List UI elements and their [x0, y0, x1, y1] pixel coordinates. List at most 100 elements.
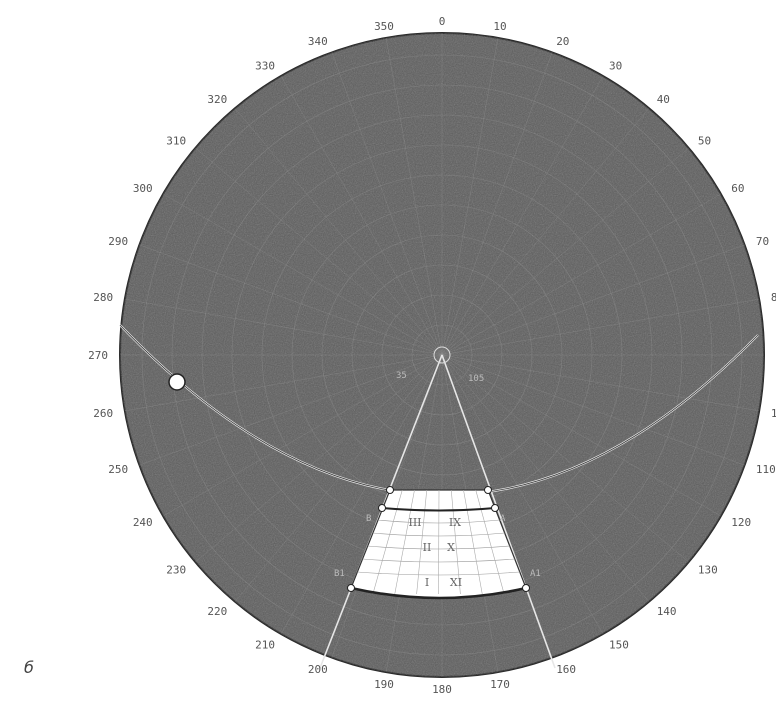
corner-marker-b [386, 486, 394, 494]
azimuth-label-290: 290 [108, 235, 128, 248]
azimuth-label-200: 200 [308, 663, 328, 676]
azimuth-line [163, 354, 443, 517]
azimuth-line [331, 52, 443, 356]
azimuth-label-140: 140 [657, 605, 677, 618]
azimuth-label-210: 210 [255, 638, 275, 651]
sector-grid-line [372, 489, 403, 595]
azimuth-label-20: 20 [556, 35, 569, 48]
corner-marker-b-mid [378, 504, 386, 512]
azimuth-line [280, 354, 443, 634]
corner-marker-a-mid [491, 504, 499, 512]
azimuth-line [385, 37, 443, 356]
altitude-circle [321, 234, 563, 476]
azimuth-label-190: 190 [374, 678, 394, 691]
altitude-circle [141, 54, 743, 656]
azimuth-label-270: 270 [88, 349, 108, 362]
azimuth-label-350: 350 [374, 20, 394, 33]
azimuth-line [124, 354, 443, 412]
row-label-right-3: XI [450, 576, 462, 589]
azimuth-label-220: 220 [207, 605, 227, 618]
center-mark [433, 346, 451, 364]
row-label-left-3: I [425, 576, 429, 589]
sector-grid-line [450, 489, 461, 595]
azimuth-label-0: 0 [439, 15, 446, 28]
azimuth-label-320: 320 [207, 93, 227, 106]
azimuth-line [441, 354, 745, 466]
azimuth-line [195, 354, 443, 563]
corner-marker-a1 [522, 584, 530, 592]
azimuth-line [234, 108, 443, 356]
azimuth-label-280: 280 [93, 291, 113, 304]
azimuth-line [280, 76, 443, 356]
sector-grid-line [463, 489, 483, 595]
azimuth-label-70: 70 [756, 235, 769, 248]
azimuth-label-240: 240 [133, 516, 153, 529]
corner-label-b: B [366, 514, 371, 524]
corner-marker-a [484, 486, 492, 494]
azimuth-line [441, 354, 721, 517]
azimuth-label-340: 340 [308, 35, 328, 48]
center-label-left: 35 [396, 371, 407, 381]
azimuth-label-330: 330 [255, 60, 275, 73]
azimuth-label-30: 30 [609, 60, 622, 73]
azimuth-labels: 0102030405060708090100110120130140150160… [88, 15, 776, 696]
azimuth-label-310: 310 [166, 134, 186, 147]
azimuth-line [441, 52, 553, 356]
azimuth-label-230: 230 [166, 564, 186, 577]
azimuth-label-120: 120 [731, 516, 751, 529]
azimuth-line [441, 147, 689, 356]
altitude-circle [351, 264, 533, 446]
azimuth-line [139, 244, 443, 356]
wedge-line-right [441, 354, 556, 669]
azimuth-line [441, 354, 604, 634]
azimuth-label-160: 160 [556, 663, 576, 676]
azimuth-line [195, 147, 443, 356]
azimuth-label-250: 250 [108, 463, 128, 476]
azimuth-line [441, 37, 499, 356]
sector-grid [357, 489, 520, 595]
sector-grid-line [438, 489, 440, 595]
corner-label-b1: B1 [334, 569, 345, 579]
sector-grid-line [416, 489, 428, 595]
figure-label: б [24, 658, 34, 677]
corner-label-a: A [500, 514, 506, 524]
azimuth-label-100: 100 [771, 407, 776, 420]
row-label-right-1: IX [449, 516, 461, 529]
sun-marker [168, 373, 186, 391]
center-label-right: 105 [468, 374, 484, 384]
azimuth-line [441, 354, 689, 563]
azimuth-label-40: 40 [657, 93, 670, 106]
azimuth-label-130: 130 [698, 564, 718, 577]
azimuth-label-180: 180 [432, 683, 452, 696]
azimuth-line [139, 354, 443, 466]
corner-label-a1: A1 [530, 569, 541, 579]
corner-marker-b1 [347, 584, 355, 592]
sector-upper-arc [381, 507, 496, 512]
azimuth-label-50: 50 [698, 134, 711, 147]
azimuth-line [441, 76, 604, 356]
azimuth-line [441, 108, 650, 356]
sector-lower-arc [350, 586, 527, 600]
azimuth-line [163, 193, 443, 356]
altitude-circle [381, 294, 503, 416]
azimuth-line [234, 354, 443, 602]
row-label-right-2: X [447, 541, 455, 554]
sector-grid-line [475, 489, 505, 595]
azimuth-label-110: 110 [756, 463, 776, 476]
azimuth-label-260: 260 [93, 407, 113, 420]
azimuth-line [441, 354, 760, 412]
azimuth-label-300: 300 [133, 182, 153, 195]
azimuth-line [441, 298, 760, 356]
azimuth-label-150: 150 [609, 638, 629, 651]
azimuth-line [441, 244, 745, 356]
row-label-left-2: II [423, 541, 432, 554]
azimuth-label-170: 170 [490, 678, 510, 691]
azimuth-label-80: 80 [771, 291, 776, 304]
altitude-circle [411, 324, 473, 386]
row-label-left-1: III [408, 516, 421, 529]
azimuth-label-60: 60 [731, 182, 744, 195]
azimuth-label-10: 10 [493, 20, 506, 33]
azimuth-line [124, 298, 443, 356]
sector-grid-line [394, 489, 415, 595]
